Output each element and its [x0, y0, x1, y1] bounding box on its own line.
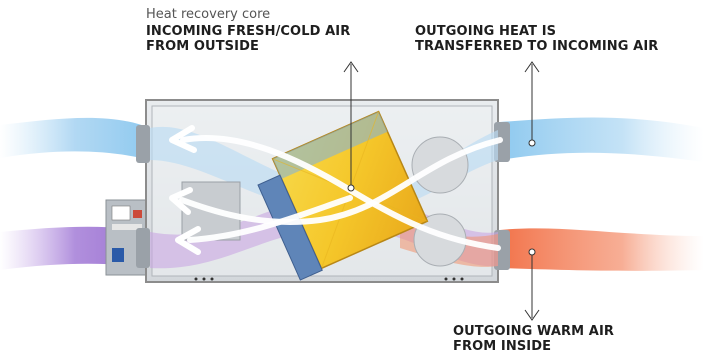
incoming-air-line-1: INCOMING FRESH/COLD AIR: [146, 24, 351, 39]
outgoing-heat-label: OUTGOING HEAT IS TRANSFERRED TO INCOMING…: [415, 24, 658, 54]
fresh-air-arrowhead: [169, 187, 193, 215]
core-callout-dot: [347, 184, 355, 192]
exhaust-air-arrowhead: [169, 125, 197, 153]
heat-callout-arrowhead: [524, 61, 540, 73]
outgoing-warm-line-1: OUTGOING WARM AIR: [453, 324, 615, 339]
purple-flow-arrowhead: [175, 226, 201, 255]
cold-air-stream-right: [500, 117, 704, 162]
warm-callout-arrowhead: [524, 309, 540, 321]
outgoing-warm-label: OUTGOING WARM AIR FROM INSIDE: [453, 324, 614, 354]
incoming-air-label: INCOMING FRESH/COLD AIR FROM OUTSIDE: [146, 24, 350, 54]
heat-callout-dot: [528, 139, 536, 147]
purple-flow-arrow: [187, 195, 353, 243]
fresh-air-flow-arrow: [179, 137, 503, 225]
incoming-air-line-2: FROM OUTSIDE: [146, 39, 259, 54]
outgoing-heat-line-1: OUTGOING HEAT IS: [415, 24, 557, 39]
warm-air-stream-right: [500, 228, 704, 271]
core-callout-arrowhead: [343, 61, 359, 73]
core-title-label: Heat recovery core: [146, 7, 271, 22]
cold-air-stream-left: [0, 117, 150, 160]
outgoing-warm-line-2: FROM INSIDE: [453, 339, 552, 354]
outgoing-heat-line-2: TRANSFERRED TO INCOMING AIR: [415, 39, 659, 54]
warm-callout-dot: [528, 248, 536, 256]
